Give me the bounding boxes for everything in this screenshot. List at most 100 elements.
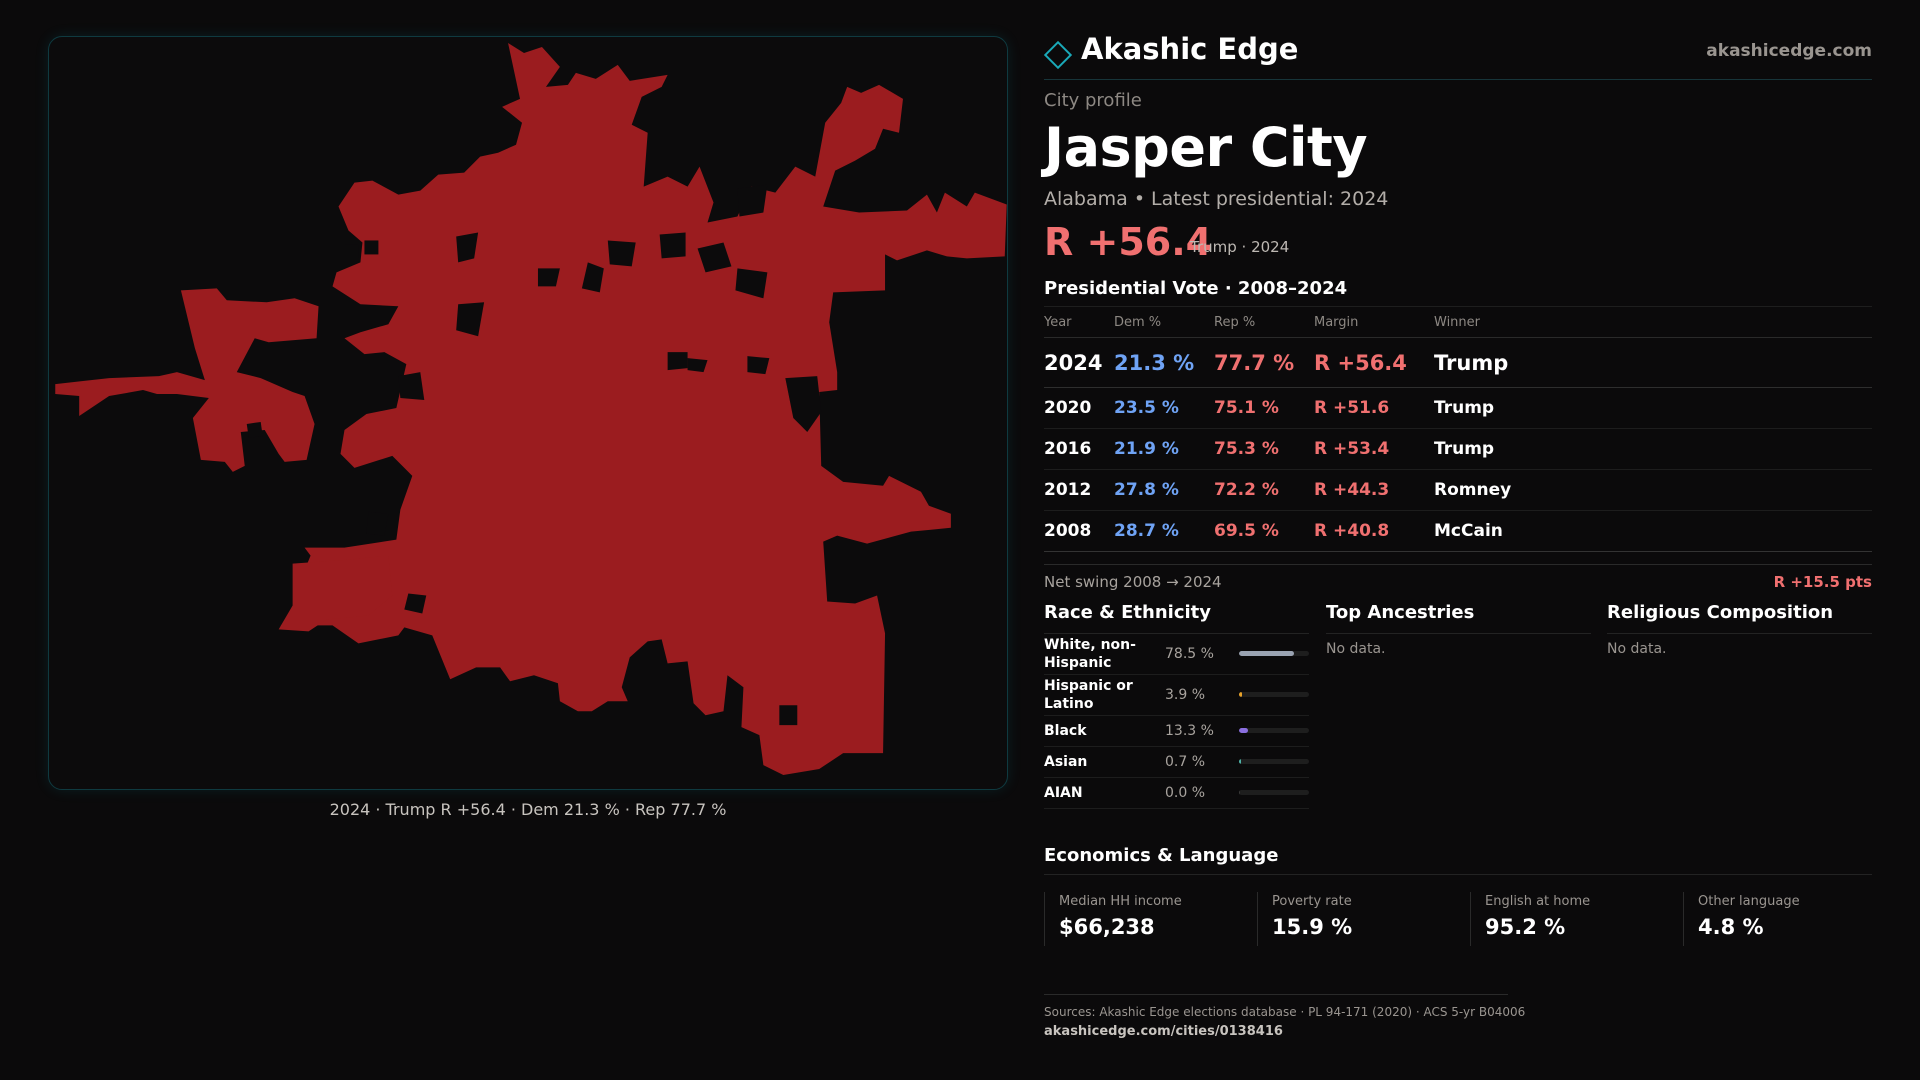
map-hole [607, 240, 636, 267]
cell-dem: 28.7 % [1114, 521, 1179, 541]
race-ethnicity-title: Race & Ethnicity [1044, 602, 1309, 634]
map-hole [581, 262, 604, 293]
race-ethnicity-section: Race & Ethnicity White, non-Hispanic 78.… [1044, 602, 1309, 809]
race-row: Black 13.3 % [1044, 716, 1309, 747]
city-boundary-polygon [280, 42, 1007, 776]
presidential-vote-table: Year Dem % Rep % Margin Winner 2024 21.3… [1044, 306, 1872, 552]
stat-label: English at home [1485, 894, 1591, 909]
brand-name[interactable]: Akashic Edge [1081, 32, 1299, 66]
cell-margin: R +40.8 [1314, 521, 1390, 541]
net-swing-label: Net swing 2008 → 2024 [1044, 573, 1222, 591]
stat-other-language: Other language 4.8 % [1683, 892, 1883, 946]
map-hole [667, 352, 688, 371]
economics-title: Economics & Language [1044, 845, 1872, 875]
cell-margin: R +44.3 [1314, 480, 1390, 500]
stat-label: Median HH income [1059, 894, 1182, 909]
race-bar-fill [1239, 692, 1242, 697]
map-hole [246, 421, 263, 438]
map-hole [404, 593, 427, 614]
race-bar-track [1239, 759, 1309, 764]
cell-dem: 21.9 % [1114, 439, 1179, 459]
race-bar-track [1239, 651, 1309, 656]
table-header-row: Year Dem % Rep % Margin Winner [1044, 307, 1872, 338]
header-winner: Winner [1434, 314, 1481, 330]
race-bar-track [1239, 692, 1309, 697]
cell-rep: 69.5 % [1214, 521, 1279, 541]
map-hole [344, 244, 359, 259]
race-label: White, non-Hispanic [1044, 637, 1136, 671]
city-boundary-map[interactable] [48, 36, 1008, 790]
cell-year: 2024 [1044, 350, 1103, 375]
race-bar-fill [1239, 790, 1240, 795]
religion-section: Religious Composition No data. [1607, 602, 1872, 657]
economics-stats: Median HH income $66,238 Poverty rate 15… [1044, 892, 1872, 948]
headline-margin-note: Trump · 2024 [1190, 238, 1290, 256]
map-hole [735, 268, 768, 299]
race-bar-track [1239, 790, 1309, 795]
header-dem: Dem % [1114, 314, 1162, 330]
religion-empty-state: No data. [1607, 641, 1667, 657]
cell-margin: R +56.4 [1314, 350, 1407, 375]
diamond-logo-icon [1043, 40, 1073, 70]
map-hole [398, 372, 425, 401]
race-row: Asian 0.7 % [1044, 747, 1309, 778]
map-hole [747, 356, 770, 375]
city-profile-panel: Akashic Edge akashicedge.com City profil… [1043, 30, 1872, 1060]
race-bar-fill [1239, 728, 1249, 733]
sources-text: Sources: Akashic Edge elections database… [1044, 1005, 1526, 1019]
race-label: Hispanic or Latino [1044, 678, 1133, 712]
footer-url-link[interactable]: akashicedge.com/cities/0138416 [1044, 1024, 1283, 1039]
stat-median-income: Median HH income $66,238 [1044, 892, 1244, 946]
cell-dem: 23.5 % [1114, 398, 1179, 418]
map-hole [697, 242, 732, 273]
page-title: Jasper City [1044, 116, 1368, 179]
cell-rep: 77.7 % [1214, 350, 1295, 375]
map-hole [456, 232, 479, 263]
cell-winner: Trump [1434, 398, 1495, 418]
page-subtitle: Alabama • Latest presidential: 2024 [1044, 188, 1389, 210]
header-year: Year [1044, 314, 1072, 330]
cell-year: 2008 [1044, 521, 1092, 541]
table-row: 2020 23.5 % 75.1 % R +51.6 Trump [1044, 388, 1872, 429]
brand-url-link[interactable]: akashicedge.com [1706, 41, 1872, 61]
page-eyebrow: City profile [1044, 90, 1142, 111]
race-label: Asian [1044, 754, 1088, 770]
map-hole [779, 705, 798, 726]
stat-label: Other language [1698, 894, 1800, 909]
brand-header: Akashic Edge akashicedge.com [1043, 30, 1872, 80]
cell-year: 2020 [1044, 398, 1092, 418]
stat-value: 95.2 % [1485, 915, 1566, 939]
cell-year: 2012 [1044, 480, 1092, 500]
city-boundary-west-arm [55, 288, 319, 472]
stat-label: Poverty rate [1272, 894, 1352, 909]
stat-value: $66,238 [1059, 915, 1155, 939]
headline-margin-value: R +56.4 [1044, 220, 1213, 264]
cell-rep: 72.2 % [1214, 480, 1279, 500]
cell-dem: 21.3 % [1114, 350, 1195, 375]
stat-poverty-rate: Poverty rate 15.9 % [1257, 892, 1457, 946]
map-hole [737, 184, 768, 217]
map-hole [785, 376, 822, 432]
ancestries-title: Top Ancestries [1326, 602, 1591, 634]
race-label: AIAN [1044, 785, 1083, 801]
race-label: Black [1044, 723, 1087, 739]
map-hole [456, 302, 485, 337]
cell-rep: 75.1 % [1214, 398, 1279, 418]
race-row: White, non-Hispanic 78.5 % [1044, 634, 1309, 675]
race-percent: 3.9 % [1165, 687, 1206, 703]
presidential-vote-title: Presidential Vote · 2008–2024 [1044, 278, 1348, 299]
race-percent: 13.3 % [1165, 723, 1214, 739]
cell-margin: R +53.4 [1314, 439, 1390, 459]
race-percent: 78.5 % [1165, 646, 1214, 662]
cell-winner: Romney [1434, 480, 1512, 500]
race-bar-fill [1239, 651, 1294, 656]
cell-winner: McCain [1434, 521, 1503, 541]
stat-english-at-home: English at home 95.2 % [1470, 892, 1670, 946]
cell-rep: 75.3 % [1214, 439, 1279, 459]
sources-footer: Sources: Akashic Edge elections database… [1044, 994, 1526, 1039]
map-hole [537, 268, 560, 287]
religion-title: Religious Composition [1607, 602, 1872, 634]
stat-value: 15.9 % [1272, 915, 1353, 939]
race-bar-fill [1239, 759, 1242, 764]
cell-dem: 27.8 % [1114, 480, 1179, 500]
